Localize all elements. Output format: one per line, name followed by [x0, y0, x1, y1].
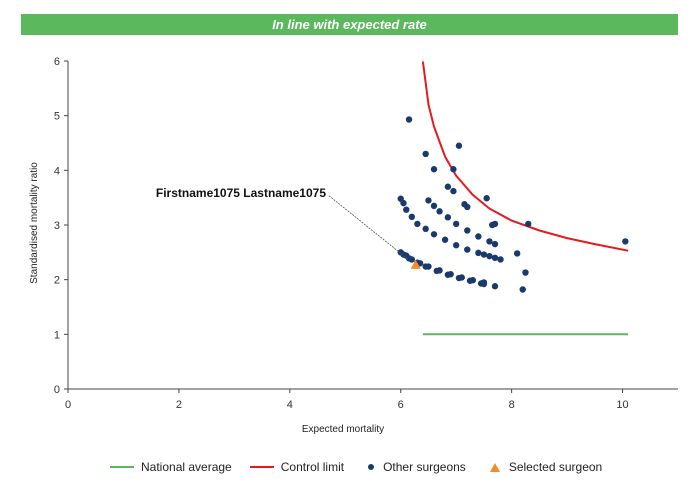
legend-item-national-average[interactable]: National average [110, 460, 232, 474]
other-surgeon-point [422, 263, 429, 270]
other-surgeon-point [444, 183, 452, 190]
x-tick-label: 6 [398, 399, 404, 411]
other-surgeon-point [408, 213, 416, 220]
other-surgeon-point [452, 242, 460, 249]
other-surgeon-point [455, 142, 463, 149]
other-surgeon-point [400, 199, 407, 207]
x-tick-label: 10 [616, 399, 628, 411]
other-surgeon-point [489, 221, 496, 229]
legend-item-other-surgeons[interactable]: Other surgeons [362, 460, 466, 474]
other-surgeon-point [525, 220, 532, 228]
y-tick-label: 3 [54, 220, 60, 232]
x-tick-label: 0 [65, 399, 71, 411]
control-limit-line [421, 61, 629, 252]
other-surgeon-point [497, 256, 504, 263]
x-tick-label: 4 [287, 399, 293, 411]
other-surgeon-point [464, 227, 471, 234]
other-surgeon-point [444, 271, 452, 278]
other-surgeon-point [455, 274, 463, 282]
other-surgeon-point [475, 233, 482, 240]
x-tick-label: 8 [509, 399, 515, 411]
other-surgeon-point [491, 240, 499, 248]
other-surgeon-point [433, 267, 440, 275]
other-surgeon-point [466, 277, 474, 284]
other-surgeon-point [491, 254, 499, 261]
other-surgeon-point [430, 202, 438, 210]
annotation-leader-line [327, 194, 408, 260]
chart-labels: Expected mortality Standardised mortality… [29, 162, 408, 435]
other-surgeon-point [405, 116, 413, 123]
other-surgeon-point [491, 283, 499, 290]
control-limit-swatch [249, 466, 274, 468]
other-surgeon-point [464, 246, 471, 253]
annotation-label: Firstname1075 Lastname1075 [156, 186, 326, 200]
plot-area [397, 61, 629, 336]
legend-label: Selected surgeon [508, 460, 603, 474]
other-surgeon-point [480, 251, 488, 258]
status-banner: In line with expected rate [21, 14, 678, 35]
legend-item-control-limit[interactable]: Control limit [249, 460, 345, 474]
y-tick-label: 5 [54, 111, 60, 123]
legend-item-selected-surgeon[interactable]: Selected surgeon [484, 460, 602, 474]
other-surgeon-point [405, 255, 413, 262]
selected-surgeon-swatch [489, 462, 500, 472]
other-surgeon-point [430, 231, 438, 238]
other-surgeon-point [436, 208, 443, 215]
legend-label: Other surgeons [383, 460, 466, 474]
other-surgeon-point [475, 249, 482, 257]
x-axis-title: Expected mortality [302, 424, 384, 435]
y-tick-label: 6 [54, 56, 60, 68]
other-surgeon-point [425, 197, 432, 204]
chart-axes: 0 1 2 3 4 5 6 0 2 4 6 8 10 [54, 56, 678, 411]
other-surgeon-point [480, 280, 488, 288]
other-surgeon-point [483, 195, 490, 202]
other-surgeon-point [519, 286, 526, 293]
other-surgeon-point [422, 225, 429, 233]
national-average-swatch [110, 466, 134, 468]
selected-surgeon-point [410, 259, 421, 269]
other-surgeon-point [400, 251, 407, 258]
other-surgeon-point [414, 220, 421, 228]
y-tick-label: 0 [54, 384, 60, 396]
y-axis-title: Standardised mortality ratio [29, 162, 40, 284]
other-surgeon-point [452, 220, 460, 228]
y-tick-label: 1 [54, 329, 60, 341]
other-surgeon-point [513, 250, 521, 257]
other-surgeon-point [430, 166, 438, 173]
x-tick-label: 2 [176, 399, 182, 411]
other-surgeon-point [622, 238, 629, 245]
other-surgeon-point [522, 269, 529, 276]
y-tick-label: 4 [54, 165, 60, 177]
y-tick-label: 2 [54, 275, 60, 287]
other-surgeon-point [450, 187, 457, 195]
legend-label: National average [141, 460, 232, 474]
other-surgeon-point [486, 238, 493, 245]
other-surgeon-point [441, 236, 449, 243]
other-surgeon-point [444, 214, 452, 221]
other-surgeon-point [422, 150, 429, 158]
other-surgeons-swatch [368, 464, 375, 470]
other-surgeon-point [403, 206, 410, 213]
chart-legend: National average Control limit Other sur… [110, 460, 620, 474]
legend-label: Control limit [280, 460, 345, 474]
other-surgeon-point [464, 203, 471, 211]
other-surgeon-point [486, 252, 493, 260]
other-surgeon-point [450, 166, 457, 173]
